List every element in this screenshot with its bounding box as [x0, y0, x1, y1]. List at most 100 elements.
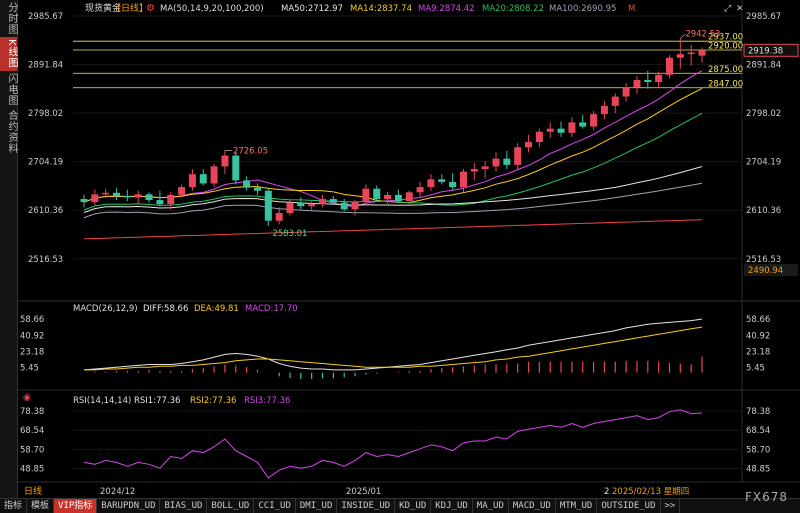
rsi-tick-right: 58.70 [746, 445, 770, 455]
rsi-tick-left: 68.54 [20, 426, 44, 436]
candle-body [590, 114, 598, 127]
bottom-tab-2[interactable]: VIP指标 [54, 499, 98, 513]
candle-body [655, 74, 663, 83]
rsi-toggle-icon[interactable]: ◉ [23, 393, 31, 403]
swing-low-label: 2583.01 [272, 229, 307, 239]
sidebar: 分时图 K线图 闪电图合约资料 [0, 0, 18, 498]
time-label-1: 2024/12 [100, 487, 135, 497]
cursor-number: 2 [604, 487, 609, 497]
ma20-line [83, 112, 703, 211]
candle-body [384, 194, 392, 200]
macd-tick-left: 23.18 [20, 347, 44, 357]
ma9-line [83, 70, 703, 208]
period-indicator[interactable]: 日线 [24, 485, 42, 497]
bottom-tab-9[interactable]: KD_UD [395, 499, 432, 513]
candle-body [665, 57, 673, 75]
candle-body [134, 194, 142, 198]
bottom-tab-13[interactable]: MTM_UD [556, 499, 598, 513]
price-tick-left: 2985.67 [28, 12, 63, 22]
period-label[interactable]: 【日线】 [112, 2, 148, 14]
macd-pane: MACD(26,12,9) DIFF:58.66 DEA:49.81 MACD:… [20, 304, 770, 380]
candle-body [492, 158, 500, 167]
candle-body [156, 200, 164, 205]
ma50-value: MA50:2712.97 [281, 4, 343, 14]
bottom-tab-14[interactable]: OUTSIDE_UD [597, 499, 661, 513]
high-pointer [680, 34, 686, 39]
bottom-tab-7[interactable]: DMI_UD [296, 499, 338, 513]
candle-body [525, 142, 533, 148]
rsi-polyline [83, 409, 703, 479]
bottom-tab-11[interactable]: MA_UD [473, 499, 509, 513]
candle-body [199, 174, 207, 184]
candle-body [329, 199, 337, 203]
macd-tick-left: 5.45 [20, 364, 39, 374]
candle-body [308, 204, 316, 207]
candle-body [687, 52, 695, 55]
candle-body [178, 187, 186, 195]
rsi1-value: RSI1:77.36 [134, 396, 180, 406]
high-label: 2942.53 [685, 29, 720, 39]
sidebar-tab-3[interactable]: 合约资料 [6, 109, 17, 154]
gear-icon[interactable]: ⚙ [146, 3, 155, 14]
indicator-tab-bar: 指标 模板 VIP指标 BARUPDN_UD BIAS_UD BOLL_UD CCI_UD D… [0, 498, 800, 513]
macd-value: MACD:17.70 [245, 304, 298, 314]
candle-body [253, 187, 261, 191]
price-tick-left: 2891.84 [28, 61, 63, 71]
macd-dif-line [83, 318, 703, 371]
candle-body [579, 122, 587, 127]
candle-body [481, 166, 489, 169]
candle-body [188, 174, 196, 188]
rsi-tick-left: 78.38 [20, 407, 44, 417]
macd-tick-left: 58.66 [20, 315, 44, 325]
candle-body [210, 166, 218, 184]
ma200-price-label: 2490.94 [748, 266, 783, 276]
bottom-tab-0[interactable]: 指标 [0, 499, 28, 513]
bottom-tab-10[interactable]: KDJ_UD [431, 499, 473, 513]
sidebar-tab-2[interactable]: 闪电图 [6, 72, 17, 106]
close-icon[interactable]: ✕ [736, 4, 744, 14]
candle-body [535, 131, 543, 143]
sidebar-tab-1[interactable]: K线图 [0, 37, 17, 71]
bottom-tab-1[interactable]: 模板 [27, 499, 55, 513]
ma200-price-box [744, 264, 798, 276]
candle-body [243, 180, 251, 188]
macd-dea-value: DEA:49.81 [194, 304, 239, 314]
candle-body [633, 79, 641, 88]
ma100-line [83, 182, 703, 219]
macd-title: MACD(26,12,9) [73, 304, 138, 314]
rsi2-value: RSI2:77.36 [190, 396, 236, 406]
expand-icon[interactable]: ⤢ [723, 4, 731, 14]
hline-label-0: 2937.00 [708, 33, 743, 43]
candle-body [167, 194, 175, 205]
macd-lines [83, 318, 703, 371]
candle-body [557, 128, 565, 133]
kline-chart[interactable]: 现货黄金 【日线】 ⚙ MA(50,14,9,20,100,200) MA50:… [18, 0, 800, 498]
hline-label-2: 2875.00 [708, 65, 743, 75]
ma-params: MA(50,14,9,20,100,200) [160, 4, 264, 14]
macd-tick-left: 40.92 [20, 331, 44, 341]
bottom-tab-5[interactable]: BOLL_UD [207, 499, 255, 513]
price-tick-left: 2704.19 [28, 158, 63, 168]
rsi-tick-right: 78.38 [746, 407, 770, 417]
candle-body [622, 87, 630, 97]
bottom-tab-15[interactable]: >> [661, 499, 681, 513]
macd-tick-right: 23.18 [746, 347, 770, 357]
macd-tick-right: 40.92 [746, 331, 770, 341]
bottom-tab-6[interactable]: CCI_UD [254, 499, 296, 513]
bottom-tab-12[interactable]: MACD_UD [509, 499, 556, 513]
sidebar-tab-0[interactable]: 分时图 [6, 2, 17, 35]
bottom-tab-4[interactable]: BIAS_UD [160, 499, 208, 513]
moving-averages [83, 70, 703, 240]
price-tick-left: 2798.02 [28, 109, 63, 119]
macd-dea-line [84, 326, 703, 371]
price-grid [73, 15, 742, 260]
rsi-line [83, 409, 703, 479]
candle-body [698, 50, 706, 56]
bottom-tab-8[interactable]: INSIDE_UD [337, 499, 396, 513]
price-axis: 2985.67 2985.67 2891.84 2891.84 2798.02 2798.… [28, 12, 781, 265]
bottom-tab-3[interactable]: BARUPDN_UD [97, 499, 161, 513]
price-tick-left: 2516.53 [28, 255, 63, 265]
rsi-tick-left: 48.85 [20, 465, 44, 475]
candle-body [297, 202, 305, 207]
